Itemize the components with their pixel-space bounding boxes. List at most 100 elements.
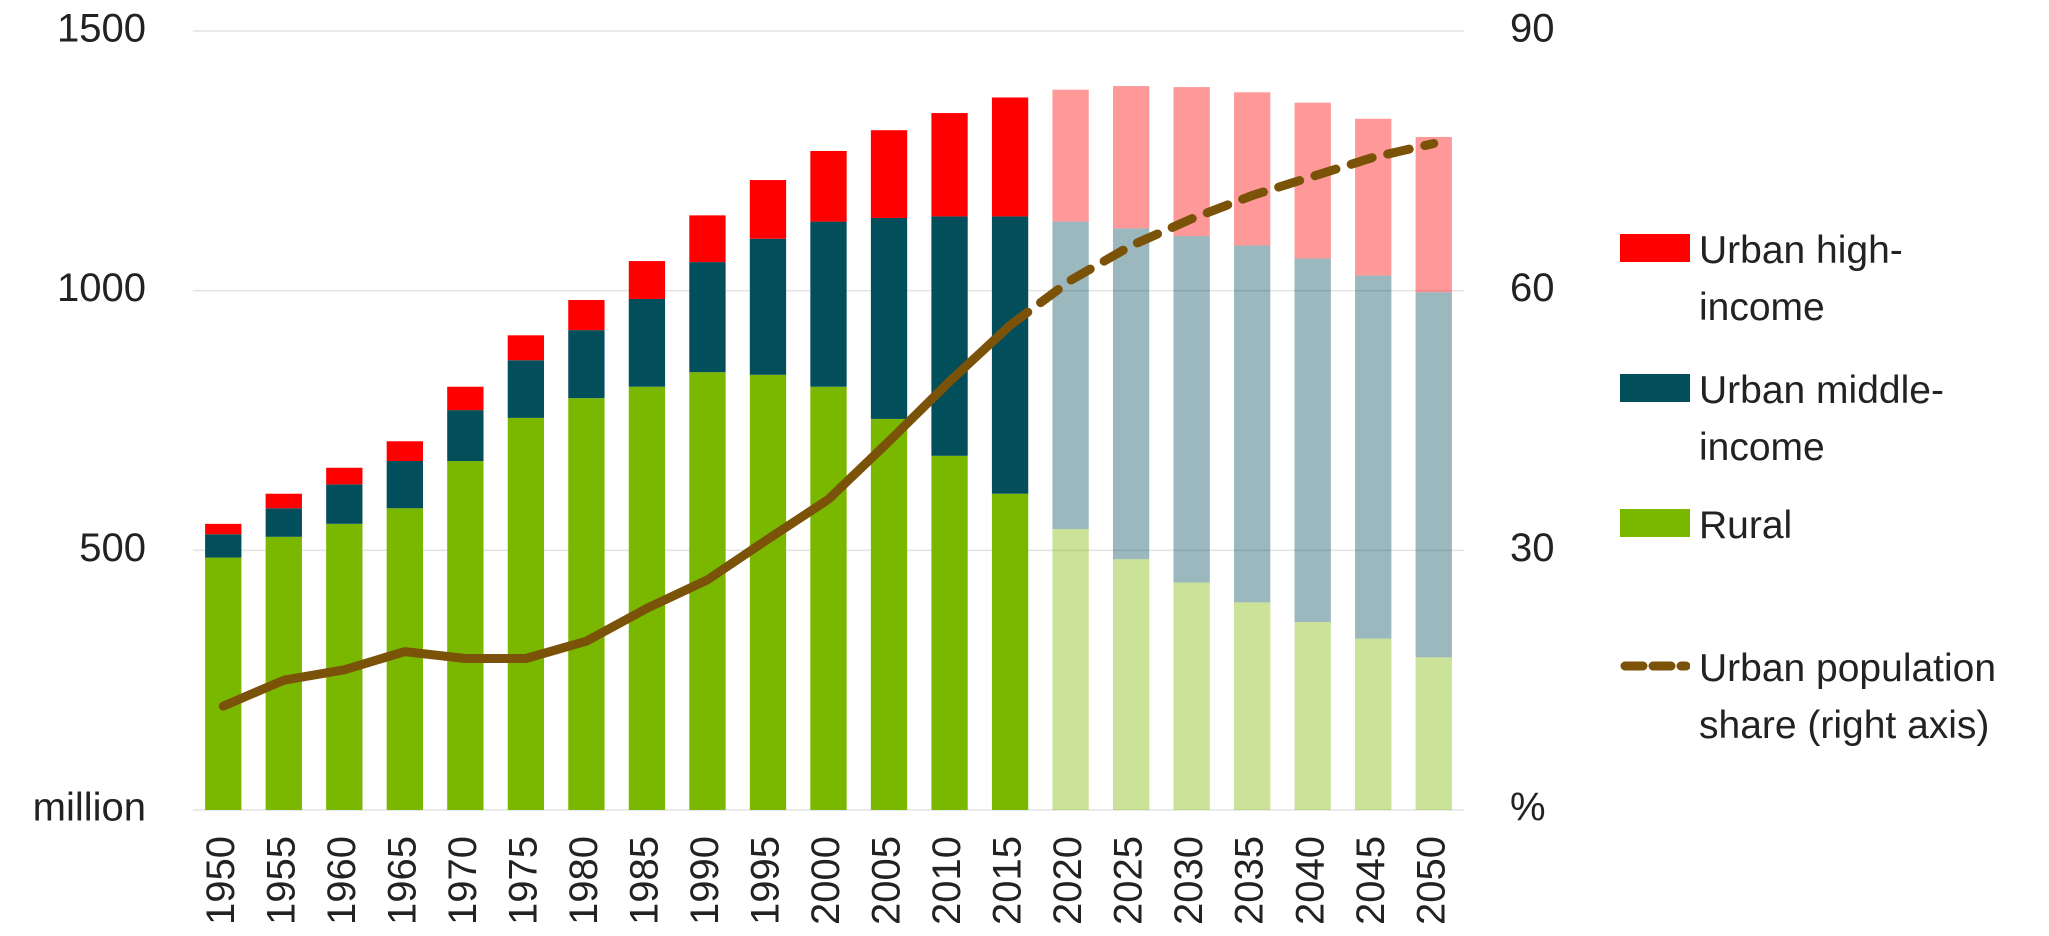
x-tick-label: 2035 xyxy=(1228,836,1272,925)
bar xyxy=(265,493,302,509)
bar xyxy=(1355,638,1392,810)
x-tick-label: 2010 xyxy=(925,836,969,925)
y-tick-label: million xyxy=(33,786,146,830)
bar xyxy=(1234,245,1271,603)
bar xyxy=(1355,118,1392,276)
bar xyxy=(1415,292,1452,658)
x-tick-label: 1995 xyxy=(744,836,788,925)
x-tick-label: 1985 xyxy=(622,836,666,925)
bar xyxy=(1112,559,1150,810)
y2-tick-label: 60 xyxy=(1510,266,1555,310)
y-tick-label: 500 xyxy=(79,526,146,570)
bar xyxy=(1355,275,1392,639)
x-tick-label: 2015 xyxy=(986,836,1030,925)
bar xyxy=(931,216,968,456)
bar xyxy=(1415,657,1452,810)
legend-swatch xyxy=(1620,661,1690,671)
x-tick-label: 2020 xyxy=(1046,836,1090,925)
x-tick-label: 1975 xyxy=(501,836,545,925)
bar xyxy=(568,398,605,810)
bar xyxy=(386,461,423,509)
y-tick-label: 1000 xyxy=(57,266,146,310)
bar xyxy=(870,130,908,218)
bar xyxy=(810,386,847,810)
bar xyxy=(931,113,968,217)
x-tick-label: 1980 xyxy=(562,836,606,925)
bar xyxy=(1415,136,1452,293)
x-tick-label: 1950 xyxy=(199,836,243,925)
bar xyxy=(870,418,908,810)
x-tick-label: 2045 xyxy=(1349,836,1393,925)
x-tick-label: 2030 xyxy=(1167,836,1211,925)
bar xyxy=(1112,86,1150,229)
bar xyxy=(1294,258,1331,623)
bar xyxy=(1294,622,1331,810)
bar xyxy=(326,467,363,485)
bar xyxy=(1234,602,1271,810)
bar xyxy=(447,410,484,462)
bar xyxy=(568,300,605,331)
legend-item: Urban population share (right axis) xyxy=(1620,640,2044,754)
x-tick-label: 1955 xyxy=(259,836,303,925)
x-tick-label: 1990 xyxy=(683,836,727,925)
bar xyxy=(1112,228,1150,560)
bar xyxy=(205,523,242,535)
bar xyxy=(810,221,847,387)
bar xyxy=(447,386,484,411)
bar xyxy=(568,330,605,399)
bar xyxy=(265,536,302,810)
bar xyxy=(507,335,545,361)
x-tick-label: 1960 xyxy=(320,836,364,925)
x-tick-label: 1970 xyxy=(441,836,485,925)
bar xyxy=(326,484,363,524)
x-tick-label: 2000 xyxy=(804,836,848,925)
bar xyxy=(507,417,545,810)
legend-label: Rural xyxy=(1699,504,1793,547)
y-tick-label: 1500 xyxy=(57,7,146,51)
bar xyxy=(447,461,484,810)
bar xyxy=(628,261,666,299)
y2-tick-label: % xyxy=(1510,786,1546,830)
line xyxy=(218,320,1015,711)
bar xyxy=(689,262,726,373)
legend-item: Urban high-income xyxy=(1620,222,1974,336)
bar xyxy=(265,508,302,537)
bar xyxy=(628,298,666,387)
y2-tick-label: 90 xyxy=(1510,7,1555,51)
bar xyxy=(1052,529,1089,810)
bar xyxy=(507,360,545,418)
bar xyxy=(810,150,847,222)
x-tick-label: 1965 xyxy=(380,836,424,925)
line xyxy=(1005,139,1439,330)
legend-swatch xyxy=(1620,509,1690,537)
y2-tick-label: 30 xyxy=(1510,526,1555,570)
legend-swatch xyxy=(1620,234,1690,262)
bar xyxy=(1234,92,1271,246)
x-tick-label: 2005 xyxy=(865,836,909,925)
bar xyxy=(931,455,968,810)
legend-label: Urban middle-income xyxy=(1699,369,1944,469)
bar xyxy=(689,215,726,263)
legend-label: Urban population share (right axis) xyxy=(1699,647,1997,747)
bar xyxy=(991,493,1029,810)
bar xyxy=(689,372,726,810)
x-tick-label: 2025 xyxy=(1107,836,1151,925)
bar xyxy=(991,216,1029,494)
bar xyxy=(991,97,1029,217)
legend-item: Rural xyxy=(1620,497,1974,554)
bar xyxy=(1052,221,1089,530)
x-tick-label: 2040 xyxy=(1288,836,1332,925)
bar xyxy=(749,374,787,810)
bar xyxy=(386,441,423,462)
bar xyxy=(1173,582,1210,810)
bar xyxy=(749,238,787,375)
bar xyxy=(1052,89,1089,222)
bar xyxy=(749,180,787,239)
legend-label: Urban high-income xyxy=(1699,229,1903,329)
legend-item: Urban middle-income xyxy=(1620,362,1974,476)
x-tick-label: 2050 xyxy=(1409,836,1453,925)
bar xyxy=(205,557,242,810)
bar xyxy=(870,217,908,419)
